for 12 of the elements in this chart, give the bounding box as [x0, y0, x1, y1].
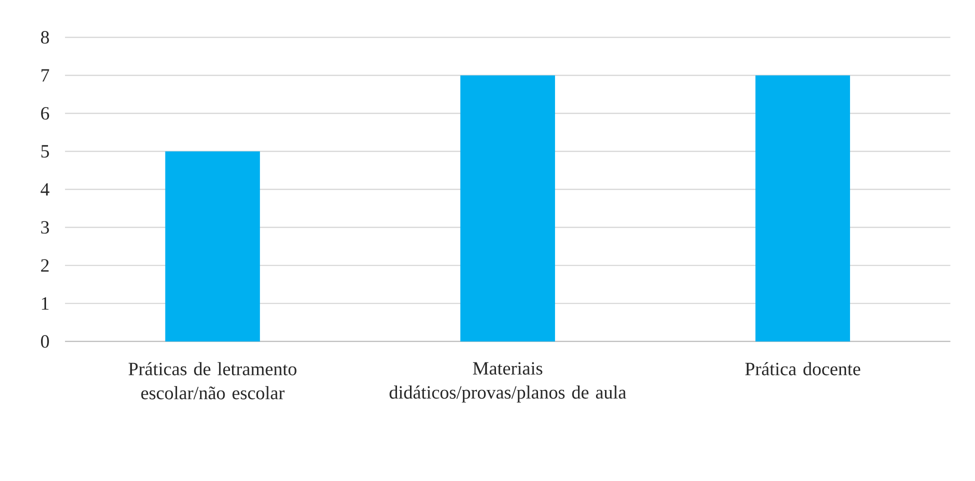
x-tick-label: Práticas de letramento escolar/não escolar: [128, 362, 296, 400]
y-tick-label: 6: [41, 106, 50, 120]
y-tick-label: 2: [41, 259, 49, 272]
y-tick-label: 5: [41, 144, 49, 158]
y-tick-label: 8: [41, 30, 49, 44]
y-tick-label: 4: [40, 183, 50, 196]
x-tick-label: Prática docente: [745, 362, 860, 376]
y-tick-label: 0: [41, 334, 49, 348]
y-tick-label: 3: [41, 220, 49, 234]
x-tick-label: Materiais didáticos/provas/planos de aula: [390, 362, 626, 402]
y-tick-label: 7: [42, 69, 50, 82]
y-tick-label: 1: [42, 297, 49, 310]
